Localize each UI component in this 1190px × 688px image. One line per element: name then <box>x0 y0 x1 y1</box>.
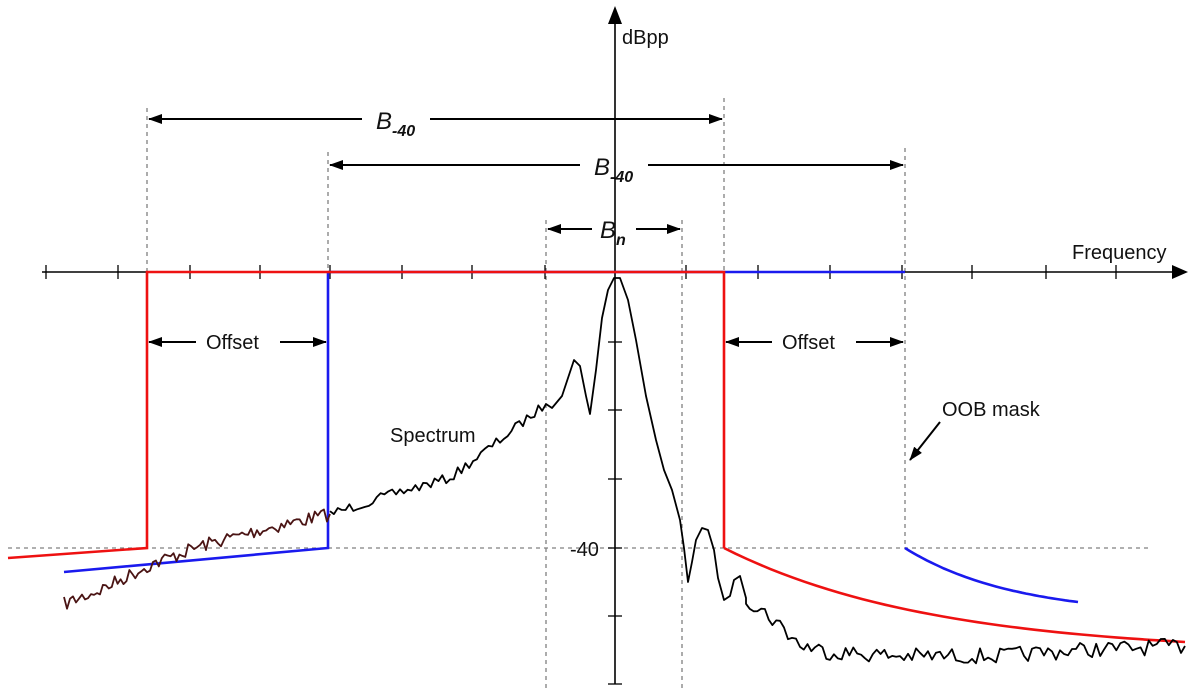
spectrum <box>63 277 1186 665</box>
oob-mask-pointer <box>909 421 941 461</box>
bandwidth-arrows <box>148 114 941 461</box>
offset-right-label: Offset <box>782 332 835 354</box>
frequency-axis-arrow <box>1172 265 1188 279</box>
y-axis-label: dBpp <box>622 27 669 49</box>
blue-mask-left-wall <box>63 272 330 574</box>
level-axis-arrow <box>608 6 622 24</box>
level-axis-ticks <box>608 341 622 685</box>
b40-red-label: B-40 <box>376 108 415 140</box>
blue-mask-right-tail <box>904 546 1079 604</box>
spectrum-trace-left <box>63 508 331 610</box>
oob-mask-label: OOB mask <box>942 399 1041 421</box>
offset-left-label: Offset <box>206 332 259 354</box>
guide-lines <box>8 98 1150 688</box>
x-axis-label: Frequency <box>1072 242 1167 264</box>
red-mask-right-tail <box>723 546 1186 644</box>
bn-label: Bn <box>600 217 626 249</box>
spectrum-label: Spectrum <box>390 425 476 447</box>
red-mask <box>7 270 1186 644</box>
b40-blue-label: B-40 <box>594 154 633 186</box>
minus40-level-label: -40 <box>570 539 599 561</box>
spectrum-trace-main <box>329 277 1186 665</box>
red-mask-top-and-walls <box>7 270 726 560</box>
